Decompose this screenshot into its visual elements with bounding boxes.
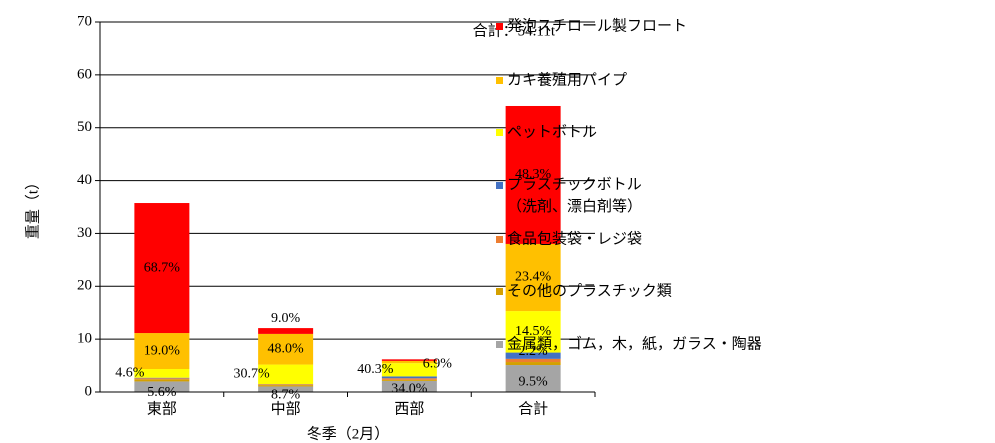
bar-segment [381, 376, 437, 379]
bar-segment [505, 311, 561, 353]
data-label: 5.6% [147, 385, 177, 400]
annotation: 合計：54.11t [473, 22, 556, 39]
bar-segment [381, 360, 437, 364]
data-label: 68.7% [144, 260, 181, 275]
bar-segment [134, 379, 190, 382]
bar-segment [381, 363, 437, 377]
data-label: 23.4% [515, 270, 552, 285]
data-label: 8.7% [271, 387, 301, 402]
legend-swatch [496, 341, 503, 348]
legend-label: その他のプラスチック類 [507, 282, 672, 299]
legend-swatch [496, 236, 503, 243]
data-label: 19.0% [144, 343, 181, 358]
bar-segment [258, 385, 314, 387]
y-tick-label: 20 [77, 278, 92, 294]
y-tick-label: 0 [85, 383, 93, 399]
y-tick-label: 10 [77, 331, 92, 347]
x-tick-label: 東部 [147, 400, 177, 417]
legend-label-line: プラスチックボトル [507, 176, 642, 193]
legend-swatch [496, 129, 503, 136]
data-label: 30.7% [234, 367, 271, 382]
data-label: 9.5% [519, 375, 549, 390]
bar-segment [381, 379, 437, 381]
legend-label: カキ養殖用パイプ [507, 71, 627, 88]
y-tick-label: 60 [77, 66, 92, 82]
y-tick-label: 40 [77, 172, 92, 188]
data-label: 2.2% [519, 344, 549, 359]
bar-segment [505, 105, 561, 244]
legend-label: 金属類，ゴム，木，紙，ガラス・陶器 [507, 334, 762, 352]
y-tick-label: 50 [77, 119, 92, 135]
bar-segment [134, 381, 190, 392]
data-label: 4.6% [115, 366, 145, 381]
bar-segment [134, 369, 190, 378]
data-label: 6.9% [423, 356, 453, 371]
y-tick-label: 30 [77, 225, 92, 241]
legend-label: ペットボトル [507, 123, 597, 140]
bar-segment [134, 203, 190, 334]
x-tick-label: 西部 [394, 400, 424, 417]
legend-label: プラスチックボトル （洗剤、漂白剤等） [507, 176, 642, 215]
legend-label: 食品包装袋・レジ袋 [507, 230, 642, 247]
data-label: 34.0% [391, 382, 428, 397]
bar-segment [134, 377, 190, 379]
bar-segment [381, 380, 437, 392]
bar-segment [258, 384, 314, 386]
data-label: 40.3% [357, 362, 394, 377]
bar-segment [258, 364, 314, 385]
y-axis-title: 重量（t） [24, 175, 41, 239]
bar-segment [258, 328, 314, 334]
data-label: 48.0% [268, 341, 305, 356]
x-tick-label: 中部 [271, 400, 301, 417]
x-axis-title: 冬季（2月） [307, 425, 390, 442]
bar-segment [134, 378, 190, 380]
data-label: 14.5% [515, 324, 552, 339]
legend-swatch [496, 182, 503, 189]
data-label: 48.3% [515, 167, 552, 182]
bar-segment [505, 352, 561, 359]
data-label: 9.0% [271, 311, 301, 326]
bar-segment [381, 359, 437, 361]
legend-swatch [496, 288, 503, 295]
legend-label: 発泡スチロール製フロート [507, 17, 687, 34]
legend-swatch [496, 77, 503, 84]
bar-segment [505, 365, 561, 392]
bar-segment [134, 333, 190, 370]
legend-label-line: （洗剤、漂白剤等） [507, 197, 642, 215]
bar-segment [505, 243, 561, 312]
bar-segment [258, 386, 314, 392]
bar-segment [258, 333, 314, 365]
y-tick-label: 70 [77, 13, 92, 29]
legend-swatch [496, 23, 503, 30]
x-tick-label: 合計 [518, 400, 548, 417]
bar-segment [505, 358, 561, 363]
bar-segment [381, 378, 437, 380]
bar-segment [505, 362, 561, 366]
